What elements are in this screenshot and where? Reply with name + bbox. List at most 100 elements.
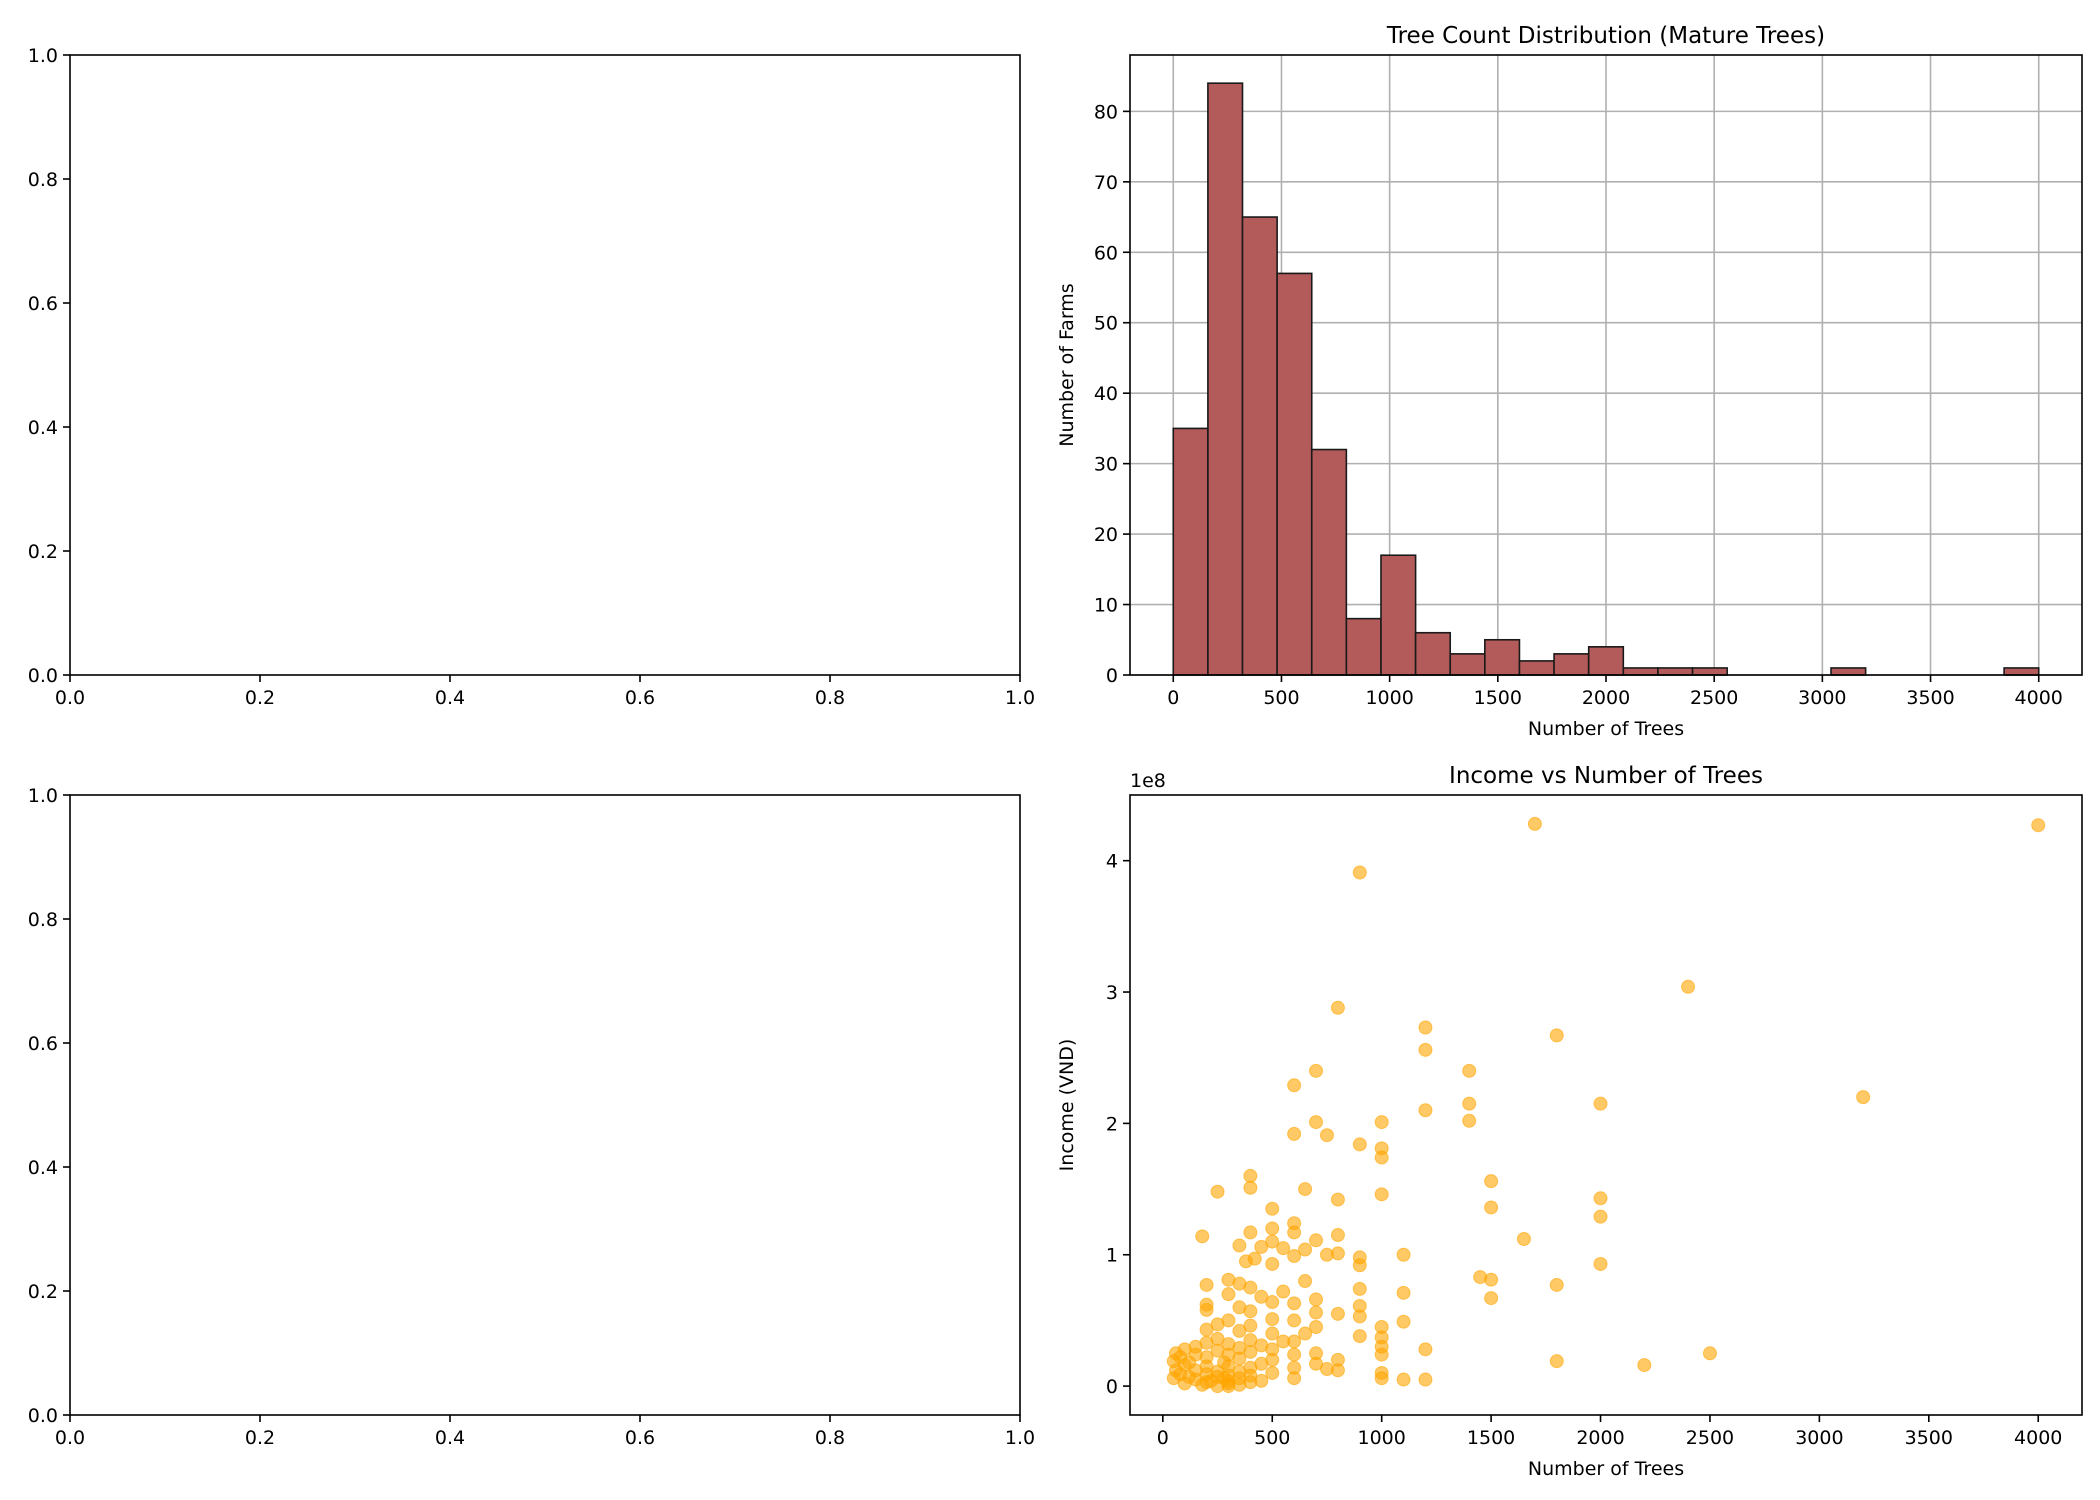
y-tick-label: 0.4 <box>28 417 58 439</box>
scatter-point <box>1238 1254 1253 1269</box>
y-tick-label: 1 <box>1106 1245 1118 1267</box>
scatter-point <box>1265 1312 1280 1327</box>
scatter-point <box>1287 1334 1302 1349</box>
histogram-bar <box>1310 448 1348 676</box>
scatter-point <box>1418 1103 1433 1118</box>
scatter-point <box>1681 979 1696 994</box>
scatter-point <box>1287 1371 1302 1386</box>
scatter-point <box>2031 818 2046 833</box>
scatter-point <box>1287 1296 1302 1311</box>
y-tick-label: 0.2 <box>28 1281 58 1303</box>
scatter-point <box>1265 1256 1280 1271</box>
x-tick-label: 500 <box>1254 1427 1290 1449</box>
histogram-bar <box>1380 554 1417 676</box>
scatter-point <box>1418 1372 1433 1387</box>
scatter-point <box>1593 1209 1608 1224</box>
y-tick-label: 40 <box>1094 383 1118 405</box>
scatter-point <box>1199 1277 1214 1292</box>
x-tick-label: 3500 <box>1906 687 1954 709</box>
scatter-point <box>1330 1246 1345 1261</box>
subplot-histogram: 0 500 1000 1500 2000 2500 3000 3500 4000 0 10 20 30 4… <box>1056 23 2083 740</box>
y-tick-label: 0.6 <box>28 293 58 315</box>
chart-title: Income vs Number of Trees <box>1449 763 1763 789</box>
x-tick-label: 0.2 <box>245 687 275 709</box>
y-tick-label: 20 <box>1094 524 1118 546</box>
y-tick-label: 0.2 <box>28 541 58 563</box>
y-axis-label: Income (VND) <box>1056 1039 1078 1172</box>
y-offset-label: 1e8 <box>1130 770 1166 792</box>
scatter-point <box>1276 1241 1291 1256</box>
scatter-point <box>1352 1137 1367 1152</box>
scatter-point <box>1287 1249 1302 1264</box>
scatter-point <box>1298 1326 1313 1341</box>
scatter-point <box>1265 1295 1280 1310</box>
scatter-point <box>1484 1291 1499 1306</box>
scatter-point <box>1199 1322 1214 1337</box>
scatter-point <box>1243 1304 1258 1319</box>
scatter-point <box>1352 1281 1367 1296</box>
scatter-point <box>1593 1256 1608 1271</box>
histogram-bar <box>1691 667 1728 676</box>
scatter-point <box>1319 1128 1334 1143</box>
x-tick-label: 2500 <box>1690 687 1738 709</box>
scatter-point <box>1199 1302 1214 1317</box>
x-tick-label: 1.0 <box>1005 1427 1035 1449</box>
scatter-point <box>1330 1363 1345 1378</box>
y-tick-label: 10 <box>1094 595 1118 617</box>
x-tick-label: 1000 <box>1357 1427 1405 1449</box>
y-tick-label: 1.0 <box>28 45 58 67</box>
x-tick-label: 0.4 <box>435 1427 465 1449</box>
x-tick-label: 0.0 <box>55 1427 85 1449</box>
scatter-point <box>1287 1225 1302 1240</box>
scatter-point <box>1243 1344 1258 1359</box>
y-tick-label: 70 <box>1094 172 1118 194</box>
scatter-point <box>1374 1347 1389 1362</box>
x-tick-label: 0.0 <box>55 687 85 709</box>
scatter-point <box>1265 1326 1280 1341</box>
scatter-point <box>1243 1280 1258 1295</box>
y-tick-label: 0.8 <box>28 169 58 191</box>
scatter-point <box>1637 1358 1652 1373</box>
scatter-point <box>1309 1233 1324 1248</box>
scatter-point <box>1593 1096 1608 1111</box>
scatter-point <box>1484 1200 1499 1215</box>
scatter-point <box>1287 1078 1302 1093</box>
x-axis-label: Number of Trees <box>1528 1458 1684 1480</box>
scatter-point <box>1276 1284 1291 1299</box>
scatter-point <box>1210 1184 1225 1199</box>
x-tick-label: 2000 <box>1576 1427 1624 1449</box>
scatter-point <box>1396 1285 1411 1300</box>
y-tick-label: 0.0 <box>28 665 58 687</box>
x-tick-label: 0 <box>1167 687 1179 709</box>
y-tick-label: 0.6 <box>28 1033 58 1055</box>
scatter-point <box>1549 1028 1564 1043</box>
subplot-scatter: 0 500 1000 1500 2000 2500 3000 3500 4000 0 1 2 3 4 Inc… <box>1056 763 2083 1480</box>
y-tick-label: 1.0 <box>28 785 58 807</box>
histogram-bar <box>2003 667 2040 676</box>
scatter-point <box>1462 1113 1477 1128</box>
x-tick-label: 1500 <box>1474 687 1522 709</box>
scatter-point <box>1309 1305 1324 1320</box>
scatter-point <box>1396 1314 1411 1329</box>
y-axis-label: Number of Farms <box>1056 283 1078 446</box>
scatter-point <box>1374 1150 1389 1165</box>
scatter-point <box>1352 1329 1367 1344</box>
y-tick-label: 60 <box>1094 242 1118 264</box>
x-tick-label: 4000 <box>2015 687 2063 709</box>
histogram-bar <box>1484 638 1521 676</box>
scatter-point <box>1527 816 1542 831</box>
scatter-point <box>1352 1309 1367 1324</box>
histogram-bar <box>1345 617 1382 676</box>
x-tick-label: 0.8 <box>815 1427 845 1449</box>
axes-frame <box>69 54 1021 676</box>
y-tick-label: 50 <box>1094 313 1118 335</box>
y-tick-label: 80 <box>1094 101 1118 123</box>
x-tick-label: 0.2 <box>245 1427 275 1449</box>
scatter-point <box>1330 1000 1345 1015</box>
scatter-point <box>1549 1277 1564 1292</box>
scatter-point <box>1298 1274 1313 1289</box>
y-tick-label: 0 <box>1106 1376 1118 1398</box>
x-tick-label: 3500 <box>1905 1427 1953 1449</box>
scatter-point <box>1374 1187 1389 1202</box>
